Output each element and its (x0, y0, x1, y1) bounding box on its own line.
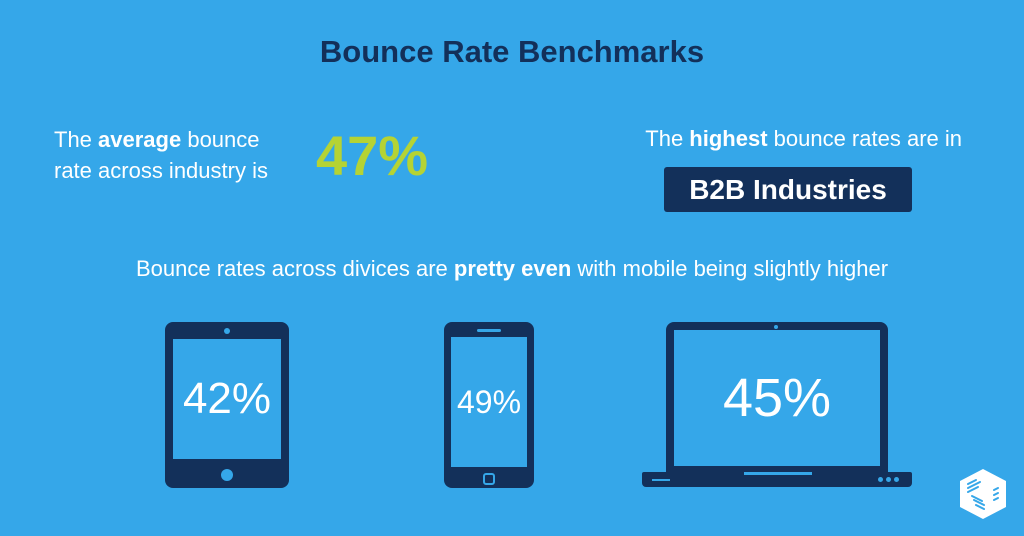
text: The (54, 127, 99, 152)
text: The (645, 126, 690, 151)
phone-icon: 49% (444, 322, 534, 488)
laptop-dot (894, 477, 899, 482)
tablet-screen: 42% (173, 339, 281, 459)
page-title: Bounce Rate Benchmarks (319, 34, 705, 69)
text: rate across industry is (54, 158, 268, 183)
laptop-value: 45% (722, 368, 832, 428)
average-text: The average bounce rate across industry … (54, 124, 268, 186)
text: with mobile being slightly higher (571, 256, 889, 281)
text-bold: average (98, 127, 182, 152)
tablet-value: 42% (182, 374, 272, 423)
subtitle: Bounce rates across divices are pretty e… (0, 256, 1024, 282)
text-bold: highest (689, 126, 768, 151)
laptop-base (642, 472, 912, 487)
average-value: 47% (316, 124, 429, 187)
phone-speaker (477, 329, 501, 332)
tablet-icon: 42% (165, 322, 289, 488)
laptop-camera (774, 325, 778, 329)
text: bounce rates are in (767, 126, 962, 151)
laptop-line (652, 479, 670, 481)
text-bold: pretty even (453, 256, 572, 281)
tablet-camera (224, 328, 230, 334)
phone-screen: 49% (451, 337, 527, 467)
laptop-dot (878, 477, 883, 482)
laptop-dot (886, 477, 891, 482)
laptop-screen: 45% (674, 330, 880, 466)
phone-home-button (483, 473, 495, 485)
text: Bounce rates across divices are (135, 256, 454, 281)
highest-text: The highest bounce rates are in (645, 126, 962, 152)
laptop-icon: 45% (666, 322, 888, 478)
text: bounce (181, 127, 260, 152)
highest-badge: B2B Industries (664, 167, 912, 212)
tablet-home-button (221, 469, 233, 481)
phone-value: 49% (456, 383, 522, 420)
cube-logo-icon (960, 469, 1006, 519)
laptop-notch (744, 472, 812, 475)
